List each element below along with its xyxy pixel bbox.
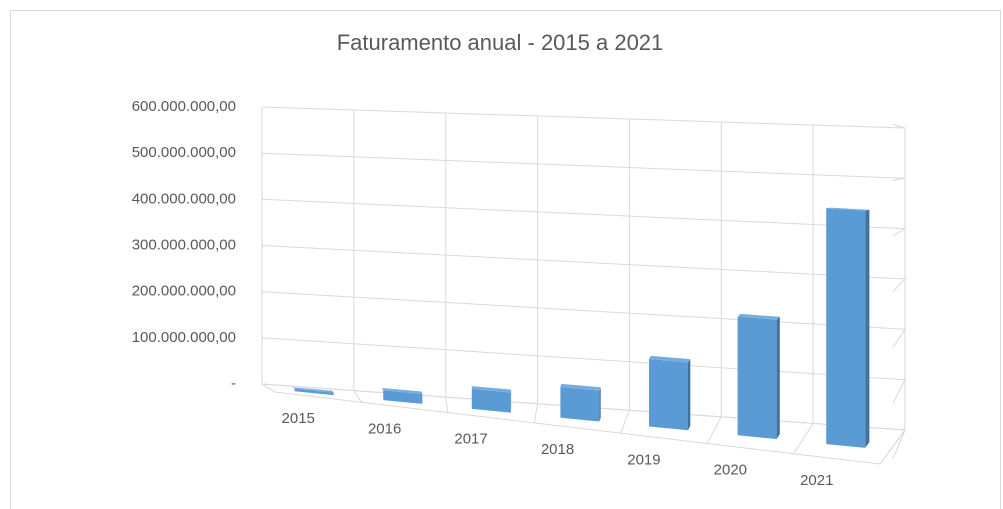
x-tick-label: 2018 [541,441,574,458]
bar-top [737,313,780,320]
grid-line [261,291,906,348]
x-tick-label: 2021 [800,472,833,489]
floor-line [445,397,449,413]
grid-line [261,152,906,181]
y-tick-label: 600.000.000,00 [132,98,236,115]
y-tick-label: 500.000.000,00 [132,144,236,161]
x-tick-label: 2020 [714,462,747,479]
x-tick-label: 2017 [454,431,487,448]
floor-line [261,383,276,393]
floor-line [706,416,722,444]
floor-line [620,410,630,434]
grid-line [261,106,906,129]
grid-line [261,198,907,237]
bar-top [649,355,691,363]
y-tick-label: 200.000.000,00 [132,283,236,300]
floor-line [879,429,906,465]
bar-front [471,388,511,413]
bar-front [649,359,688,431]
grid-line [261,245,907,293]
bar-front [826,208,866,448]
bar-front [294,388,334,396]
bar-top [382,388,423,394]
bar-top [826,207,870,211]
bar-top [292,387,334,393]
y-tick-label: 300.000.000,00 [132,236,236,253]
x-tick-label: 2015 [282,410,315,427]
floor-line [533,403,539,423]
chart-title: Faturamento anual - 2015 a 2021 [337,30,664,55]
bar-side [776,316,780,440]
bar-front [383,390,423,404]
bar-side [865,209,870,448]
y-tick-label: 400.000.000,00 [132,190,236,207]
grid-line [261,337,906,404]
bar-front [737,316,777,440]
x-tick-label: 2016 [368,420,401,437]
bar-top [471,386,512,393]
y-tick-label: - [231,375,236,392]
bar-front [560,387,600,422]
y-tick-label: 100.000.000,00 [132,329,236,346]
floor-line [793,423,814,454]
bar-top [560,383,601,391]
floor-line [353,390,362,403]
bar-side [688,359,691,431]
bar-side [599,387,601,422]
x-tick-label: 2019 [627,451,660,468]
